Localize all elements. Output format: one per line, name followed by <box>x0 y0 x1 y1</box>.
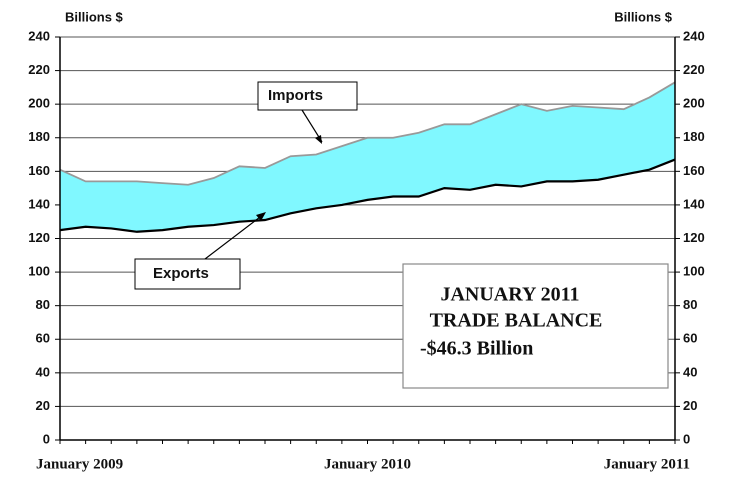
annotation-text: TRADE BALANCE <box>430 310 603 332</box>
y-tick-label: 160 <box>28 163 50 178</box>
callout-box <box>257 81 358 111</box>
y2-tick-label: 120 <box>683 230 705 245</box>
callout-arrowhead <box>256 212 266 221</box>
y2-tick-label: 220 <box>683 62 705 77</box>
y-tick-label: 40 <box>36 364 50 379</box>
y2-axis-label: Billions $ <box>614 9 673 24</box>
y2-tick-label: 60 <box>683 331 697 346</box>
y2-tick-label: 20 <box>683 398 697 413</box>
y2-tick-label: 80 <box>683 297 697 312</box>
y-tick-label: 20 <box>36 398 50 413</box>
y-tick-label: 240 <box>28 28 50 43</box>
y-tick-label: 180 <box>28 129 50 144</box>
x-tick-label: January 2010 <box>324 456 411 472</box>
annotation-text: -$46.3 Billion <box>420 338 533 360</box>
callout-arrowhead <box>315 135 322 144</box>
annotation-box <box>402 263 669 389</box>
callout-box <box>134 258 241 290</box>
y2-tick-label: 40 <box>683 364 697 379</box>
y-axis-label: Billions $ <box>65 9 124 24</box>
annotation-text: JANUARY 2011 <box>440 284 579 306</box>
y2-tick-label: 160 <box>683 163 705 178</box>
y2-tick-label: 0 <box>683 431 690 446</box>
callout-label: Imports <box>268 87 323 104</box>
x-tick-label: January 2009 <box>36 456 123 472</box>
area-fill <box>60 82 675 232</box>
y-tick-label: 140 <box>28 196 50 211</box>
y-tick-label: 100 <box>28 264 50 279</box>
y-tick-label: 60 <box>36 331 50 346</box>
plot-area: 0 20 40 60 80 100 120 140 160 180 200 220 240 0 20 40 60… <box>28 28 704 472</box>
y2-tick-label: 200 <box>683 96 705 111</box>
y-tick-label: 200 <box>28 96 50 111</box>
y-tick-label: 120 <box>28 230 50 245</box>
y2-tick-label: 140 <box>683 196 705 211</box>
y2-tick-label: 180 <box>683 129 705 144</box>
callout-arrow <box>204 213 265 260</box>
y2-tick-label: 240 <box>683 28 705 43</box>
y-tick-label: 220 <box>28 62 50 77</box>
series-line <box>59 158 676 233</box>
x-tick-label: January 2011 <box>604 456 690 472</box>
series-line <box>59 81 676 186</box>
y-tick-label: 80 <box>36 297 50 312</box>
y-tick-label: 0 <box>43 431 50 446</box>
callout-label: Exports <box>153 265 209 282</box>
y2-tick-label: 100 <box>683 264 705 279</box>
